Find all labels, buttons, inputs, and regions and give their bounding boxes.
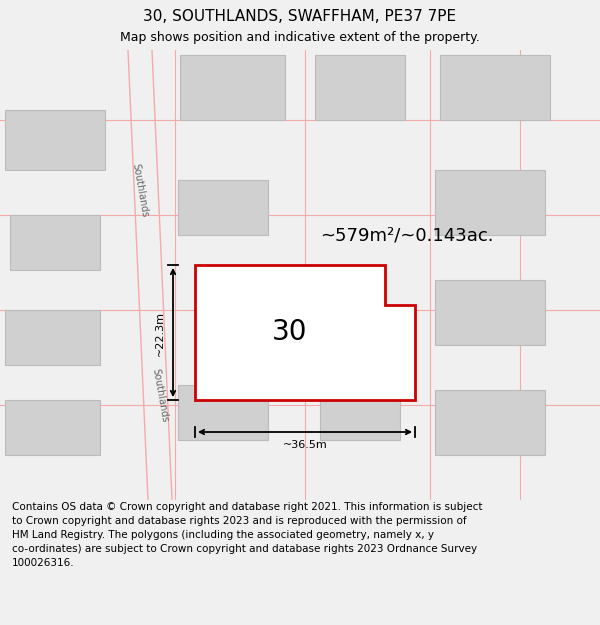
Text: Map shows position and indicative extent of the property.: Map shows position and indicative extent…: [120, 31, 480, 44]
Text: 30: 30: [272, 319, 308, 346]
Bar: [435, 280, 545, 345]
Bar: [435, 390, 545, 455]
Text: Southlands: Southlands: [151, 368, 170, 423]
Bar: [178, 385, 268, 440]
Text: ~22.3m: ~22.3m: [155, 311, 165, 356]
Bar: [5, 110, 105, 170]
Bar: [178, 180, 268, 235]
Bar: [5, 400, 100, 455]
Bar: [5, 310, 100, 365]
Bar: [180, 55, 285, 120]
Bar: [320, 385, 400, 440]
Text: ~579m²/~0.143ac.: ~579m²/~0.143ac.: [320, 227, 493, 245]
Bar: [315, 55, 405, 120]
Bar: [435, 170, 545, 235]
Text: ~36.5m: ~36.5m: [283, 440, 328, 450]
Text: Southlands: Southlands: [130, 162, 149, 217]
Bar: [440, 55, 550, 120]
Bar: [10, 215, 100, 270]
Text: 30, SOUTHLANDS, SWAFFHAM, PE37 7PE: 30, SOUTHLANDS, SWAFFHAM, PE37 7PE: [143, 9, 457, 24]
Text: Contains OS data © Crown copyright and database right 2021. This information is : Contains OS data © Crown copyright and d…: [12, 503, 482, 569]
Polygon shape: [195, 265, 415, 400]
